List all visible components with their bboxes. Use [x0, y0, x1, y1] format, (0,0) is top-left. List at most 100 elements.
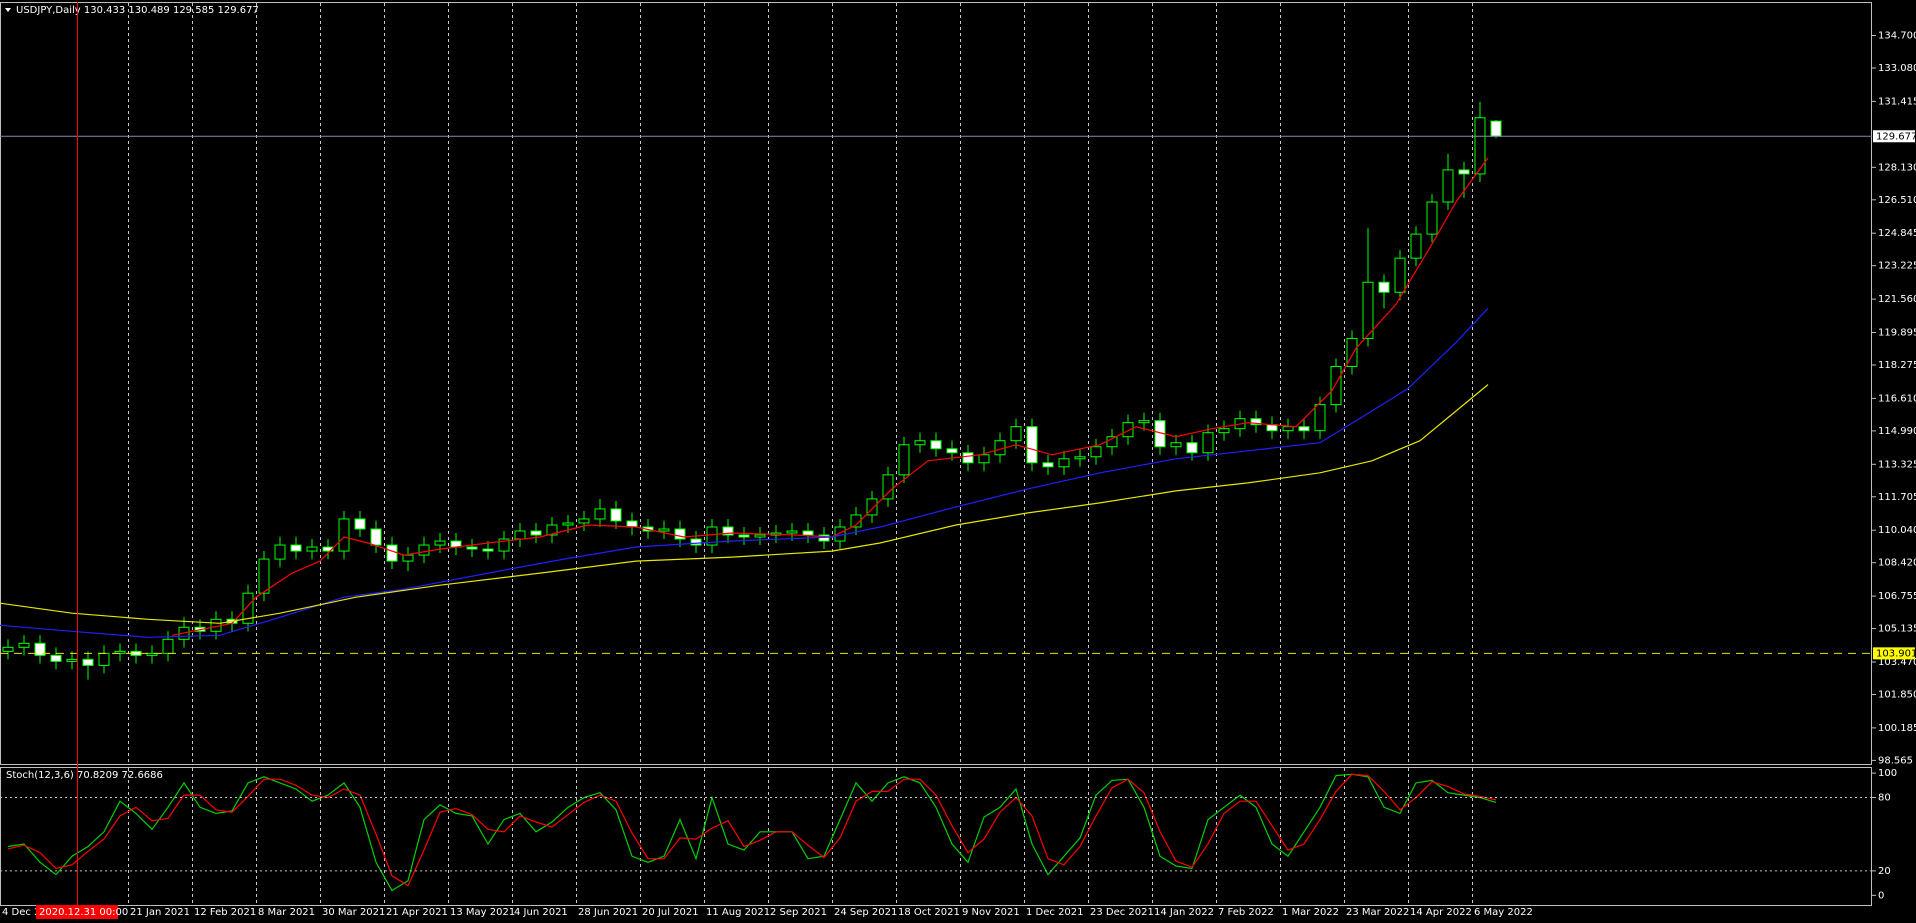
y-tick-label: 126.510	[1878, 195, 1916, 206]
y-tick-label: 105.135	[1878, 624, 1916, 635]
y-tick-label: 123.225	[1878, 261, 1916, 272]
y-tick-label: 108.420	[1878, 558, 1916, 569]
x-tick-label: 7 Feb 2022	[1218, 907, 1274, 918]
chart-title: USDJPY,Daily 130.433 130.489 129.585 129…	[16, 5, 259, 16]
x-tick-label: 12 Feb 2021	[194, 907, 256, 918]
candle-body	[866, 498, 878, 516]
candle-body	[1090, 446, 1102, 458]
x-tick-label: 20 Jul 2021	[642, 907, 699, 918]
candle-body	[706, 526, 718, 546]
candle-body	[978, 454, 990, 464]
y-tick-label: 106.755	[1878, 591, 1916, 602]
x-tick-label: 24 Sep 2021	[834, 907, 897, 918]
y-tick-label: 20	[1878, 866, 1891, 877]
y-tick-label: 124.845	[1878, 228, 1916, 239]
candle-body	[482, 548, 494, 552]
x-tick-label: 21 Apr 2021	[386, 907, 448, 918]
y-tick-label: 98.565	[1878, 755, 1913, 766]
candle-body	[370, 528, 382, 546]
candle-body	[98, 652, 110, 666]
candle-body	[66, 658, 78, 662]
candle-body	[1138, 420, 1150, 424]
x-tick-label: 4 Dec 2	[2, 907, 40, 918]
x-tick-label: 13 May 2021	[450, 907, 515, 918]
candle-body	[290, 544, 302, 552]
x-tick-label: 21 Jan 2021	[130, 907, 190, 918]
candle-body	[1218, 428, 1230, 434]
menu-triangle[interactable]	[5, 8, 11, 12]
candle-body	[386, 544, 398, 562]
y-tick-label: 116.610	[1878, 393, 1916, 404]
candle-body	[1186, 442, 1198, 454]
candle-body	[690, 538, 702, 546]
x-tick-label: 23 Mar 2022	[1346, 907, 1409, 918]
candle-body	[338, 518, 350, 552]
candle-body	[1346, 337, 1358, 368]
candle-body	[658, 528, 670, 532]
y-tick-label: 114.990	[1878, 426, 1916, 437]
y-tick-label: 101.850	[1878, 689, 1916, 700]
candle-body	[1042, 462, 1054, 468]
candle-body	[1474, 117, 1486, 175]
x-tick-label: 14 Jan 2022	[1154, 907, 1214, 918]
candle-body	[1058, 458, 1070, 468]
price-label: 103.901	[1876, 648, 1916, 659]
candle-body	[786, 530, 798, 534]
candle-body	[578, 518, 590, 524]
candle-body	[274, 544, 286, 560]
y-tick-label: 111.705	[1878, 492, 1916, 503]
candle-body	[34, 642, 46, 656]
series-line	[0, 307, 1489, 638]
y-tick-label: 133.080	[1878, 63, 1916, 74]
candle-body	[530, 530, 542, 536]
y-tick-label: 134.700	[1878, 31, 1916, 42]
x-tick-label: 18 Oct 2021	[898, 907, 960, 918]
candle-body	[1298, 426, 1310, 432]
candle-body	[1010, 426, 1022, 442]
candle-body	[18, 642, 30, 648]
candle-body	[1426, 201, 1438, 235]
y-tick-label: 113.325	[1878, 459, 1916, 470]
candle-body	[610, 508, 622, 522]
crosshair-label: 2020.12.31 00:00	[39, 907, 128, 918]
y-tick-label: 100.185	[1878, 723, 1916, 734]
series-line	[7, 773, 1497, 887]
candle-body	[1458, 169, 1470, 175]
panel-frame	[0, 2, 1872, 765]
x-tick-label: 6 May 2022	[1474, 907, 1533, 918]
candle-body	[594, 508, 606, 520]
y-tick-label: 128.130	[1878, 162, 1916, 173]
x-tick-label: 14 Apr 2022	[1410, 907, 1472, 918]
candle-body	[242, 592, 254, 624]
series-line	[171, 157, 1489, 636]
candle-body	[1490, 120, 1502, 137]
candle-body	[930, 440, 942, 450]
candle-body	[402, 554, 414, 562]
candle-body	[2, 646, 14, 652]
candle-body	[1394, 257, 1406, 293]
y-tick-label: 121.560	[1878, 294, 1916, 305]
candle-body	[1282, 426, 1294, 432]
candle-body	[1026, 426, 1038, 464]
candle-body	[498, 538, 510, 552]
candle-body	[946, 448, 958, 454]
x-tick-label: 28 Jun 2021	[578, 907, 638, 918]
candle-body	[1074, 456, 1086, 460]
x-tick-label: 1 Mar 2022	[1282, 907, 1339, 918]
y-tick-label: 131.415	[1878, 96, 1916, 107]
candle-body	[1250, 418, 1262, 426]
x-tick-label: 4 Jun 2021	[514, 907, 568, 918]
x-tick-label: 9 Nov 2021	[962, 907, 1020, 918]
candle-body	[914, 440, 926, 446]
candle-body	[1410, 233, 1422, 259]
candle-body	[882, 474, 894, 500]
candle-body	[466, 546, 478, 550]
price-label: 129.677	[1876, 131, 1916, 142]
x-tick-label: 2 Sep 2021	[770, 907, 827, 918]
panel-frame	[0, 767, 1872, 906]
candle-body	[850, 514, 862, 528]
candle-body	[146, 652, 158, 656]
candle-body	[1330, 366, 1342, 406]
